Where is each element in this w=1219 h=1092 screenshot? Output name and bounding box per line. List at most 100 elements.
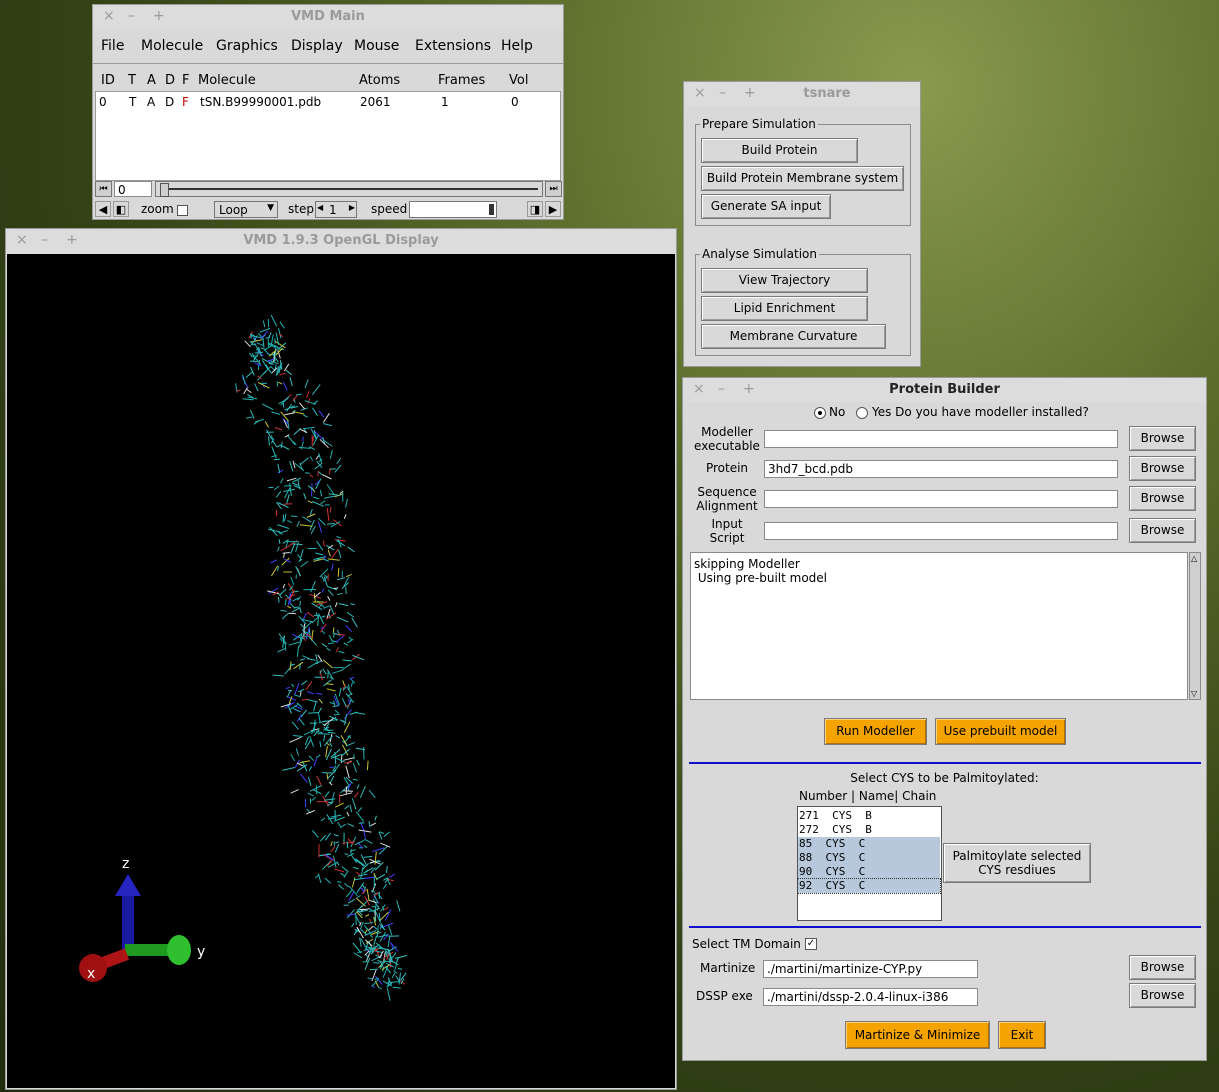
first-frame-icon[interactable]: ⏮ — [95, 181, 112, 197]
menu-molecule[interactable]: Molecule — [141, 38, 204, 54]
radio-yes[interactable] — [856, 407, 868, 419]
cys-item-selected[interactable]: 92 CYS C — [797, 878, 941, 894]
col-a[interactable]: A — [147, 73, 156, 88]
menu-extensions[interactable]: Extensions — [415, 38, 492, 54]
maximize-icon[interactable]: + — [744, 85, 756, 101]
step-forward-icon[interactable]: ◨ — [527, 201, 543, 217]
row-active[interactable]: A — [147, 95, 156, 109]
frame-input[interactable]: 0 — [114, 181, 152, 197]
cys-item-selected[interactable]: 85 CYS C — [798, 837, 940, 851]
martinize-browse-button[interactable]: Browse — [1129, 955, 1196, 980]
cys-title: Select CYS to be Palmitoylated: — [850, 771, 1039, 785]
sequence-label-line1: Sequence — [697, 485, 757, 499]
close-icon[interactable]: × — [693, 381, 705, 397]
loop-select[interactable]: Loop ▼ — [214, 201, 278, 218]
maximize-icon[interactable]: + — [66, 232, 78, 248]
sequence-label: Sequence Alignment — [691, 485, 763, 513]
scroll-up-icon[interactable]: △ — [1191, 554, 1198, 563]
z-axis-label: z — [122, 856, 129, 872]
cys-item-selected[interactable]: 88 CYS C — [798, 851, 940, 865]
membrane-curvature-button[interactable]: Membrane Curvature — [701, 324, 886, 349]
sequence-browse-button[interactable]: Browse — [1129, 486, 1196, 511]
cys-item-selected[interactable]: 90 CYS C — [798, 865, 940, 879]
col-frames[interactable]: Frames — [438, 73, 486, 88]
window-title: Protein Builder — [889, 382, 1000, 397]
step-label: step — [288, 202, 314, 216]
sequence-input[interactable] — [764, 490, 1118, 508]
build-membrane-button[interactable]: Build Protein Membrane system — [701, 166, 904, 191]
modeller-browse-button[interactable]: Browse — [1129, 426, 1196, 451]
protein-input[interactable]: 3hd7_bcd.pdb — [764, 460, 1118, 478]
col-molecule[interactable]: Molecule — [198, 73, 256, 88]
radio-no-label: No — [829, 405, 846, 419]
gl-canvas[interactable]: z y x — [7, 254, 675, 1088]
tm-domain-checkbox[interactable]: ✓ — [805, 938, 817, 950]
cys-listbox[interactable]: 271 CYS B 272 CYS B 85 CYS C 88 CYS C 90… — [797, 806, 942, 921]
menu-graphics[interactable]: Graphics — [216, 38, 278, 54]
lipid-enrichment-button[interactable]: Lipid Enrichment — [701, 296, 868, 321]
menu-mouse[interactable]: Mouse — [354, 38, 400, 54]
decrement-icon[interactable]: ◀ — [317, 203, 324, 212]
menu-file[interactable]: File — [101, 38, 125, 54]
play-reverse-icon[interactable]: ◀ — [95, 201, 111, 217]
col-vol[interactable]: Vol — [509, 73, 529, 88]
minimize-icon[interactable]: – — [41, 232, 48, 248]
y-axis-shaft — [125, 944, 180, 956]
maximize-icon[interactable]: + — [743, 381, 755, 397]
log-textarea[interactable]: skipping Modeller Using pre-built model — [690, 552, 1188, 700]
protein-browse-button[interactable]: Browse — [1129, 456, 1196, 481]
palmitoylate-button[interactable]: Palmitoylate selected CYS resdiues — [943, 843, 1091, 883]
col-d[interactable]: D — [165, 73, 176, 88]
close-icon[interactable]: × — [694, 85, 706, 101]
martinize-minimize-button[interactable]: Martinize & Minimize — [845, 1021, 990, 1049]
step-back-icon[interactable]: ◧ — [113, 201, 129, 217]
close-icon[interactable]: × — [103, 8, 115, 24]
martinize-input[interactable]: ./martini/martinize-CYP.py — [763, 960, 978, 978]
build-protein-button[interactable]: Build Protein — [701, 138, 858, 163]
menu-help[interactable]: Help — [501, 38, 533, 54]
col-id[interactable]: ID — [101, 73, 115, 88]
step-spinner[interactable]: ◀ 1 ▶ — [315, 201, 357, 218]
run-modeller-button[interactable]: Run Modeller — [824, 718, 927, 745]
minimize-icon[interactable]: – — [128, 8, 135, 24]
martinize-label: Martinize — [700, 961, 756, 975]
frame-slider[interactable] — [155, 181, 543, 197]
row-fixed[interactable]: F — [182, 95, 189, 109]
modeller-input[interactable] — [764, 430, 1118, 448]
input-script-input[interactable] — [764, 522, 1118, 540]
row-vol: 0 — [511, 95, 519, 109]
row-drawn[interactable]: D — [165, 95, 175, 109]
view-trajectory-button[interactable]: View Trajectory — [701, 268, 868, 293]
molecule-list[interactable] — [95, 91, 561, 181]
zoom-checkbox[interactable] — [177, 205, 188, 216]
speed-label: speed — [371, 202, 408, 216]
close-icon[interactable]: × — [16, 232, 28, 248]
exit-button[interactable]: Exit — [998, 1021, 1046, 1049]
separator — [689, 762, 1201, 764]
generate-sa-button[interactable]: Generate SA input — [701, 194, 831, 219]
dssp-input[interactable]: ./martini/dssp-2.0.4-linux-i386 — [763, 988, 978, 1006]
dssp-browse-button[interactable]: Browse — [1129, 983, 1196, 1008]
scroll-down-icon[interactable]: ▽ — [1191, 689, 1198, 698]
radio-no[interactable] — [814, 407, 826, 419]
modeller-label-line1: Modeller — [701, 425, 753, 439]
play-forward-icon[interactable]: ▶ — [545, 201, 561, 217]
minimize-icon[interactable]: – — [718, 381, 725, 397]
maximize-icon[interactable]: + — [153, 8, 165, 24]
minimize-icon[interactable]: – — [719, 85, 726, 101]
speed-slider[interactable] — [409, 201, 497, 218]
cys-item[interactable]: 272 CYS B — [799, 823, 872, 836]
col-f[interactable]: F — [182, 73, 190, 88]
cys-item[interactable]: 271 CYS B — [799, 809, 872, 822]
menu-display[interactable]: Display — [291, 38, 343, 54]
opengl-display-window: × – + VMD 1.9.3 OpenGL Display z y x — [5, 228, 677, 1090]
increment-icon[interactable]: ▶ — [348, 203, 355, 212]
col-t[interactable]: T — [128, 73, 136, 88]
use-prebuilt-button[interactable]: Use prebuilt model — [935, 718, 1066, 745]
tm-domain-label: Select TM Domain — [692, 937, 801, 951]
log-scrollbar[interactable]: △ ▽ — [1189, 552, 1201, 700]
row-top[interactable]: T — [129, 95, 137, 109]
col-atoms[interactable]: Atoms — [359, 73, 401, 88]
input-script-browse-button[interactable]: Browse — [1129, 518, 1196, 543]
last-frame-icon[interactable]: ⏭ — [545, 181, 562, 197]
